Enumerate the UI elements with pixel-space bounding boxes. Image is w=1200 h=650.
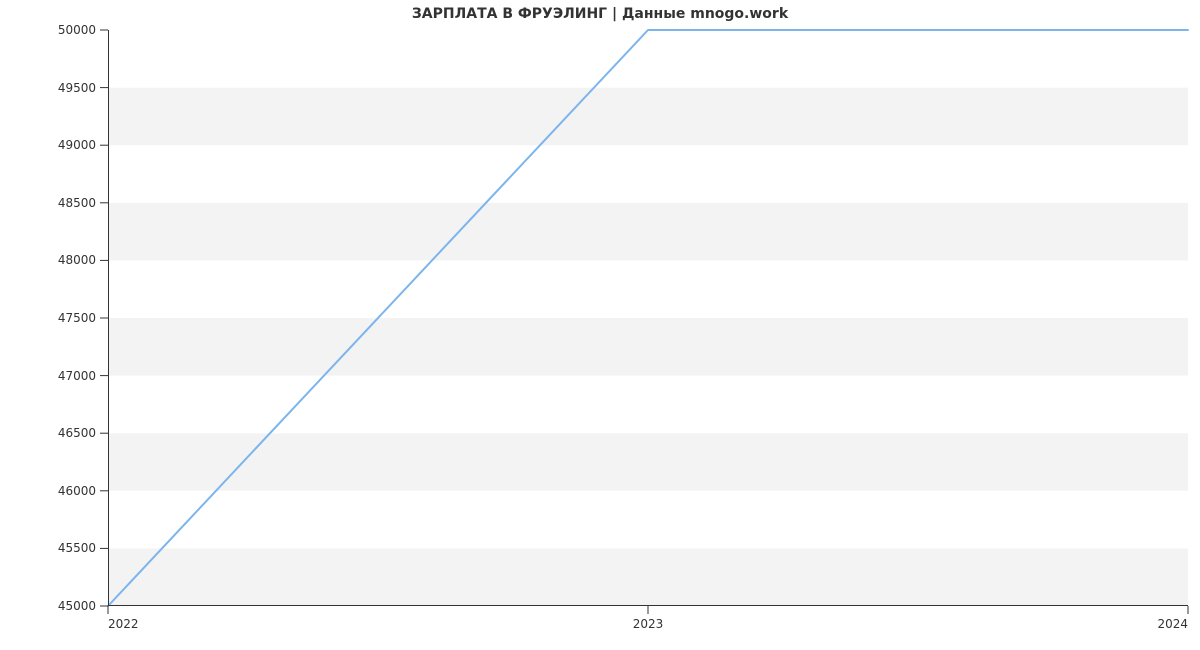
y-axis-label: 46000 (58, 484, 96, 498)
y-axis-label: 45000 (58, 599, 96, 613)
y-axis-label: 45500 (58, 541, 96, 555)
chart-title: ЗАРПЛАТА В ФРУЭЛИНГ | Данные mnogo.work (0, 6, 1200, 22)
y-axis-label: 49500 (58, 81, 96, 95)
y-axis-label: 47000 (58, 369, 96, 383)
y-axis-label: 47500 (58, 311, 96, 325)
x-axis-label: 2024 (1157, 617, 1188, 631)
plot-area (108, 30, 1188, 606)
x-axis-label: 2023 (633, 617, 664, 631)
y-axis-label: 50000 (58, 23, 96, 37)
y-axis-label: 48500 (58, 196, 96, 210)
y-axis-label: 46500 (58, 426, 96, 440)
y-axis-label: 48000 (58, 253, 96, 267)
x-axis-label: 2022 (108, 617, 139, 631)
y-axis-label: 49000 (58, 138, 96, 152)
salary-line-chart: ЗАРПЛАТА В ФРУЭЛИНГ | Данные mnogo.work … (0, 0, 1200, 650)
